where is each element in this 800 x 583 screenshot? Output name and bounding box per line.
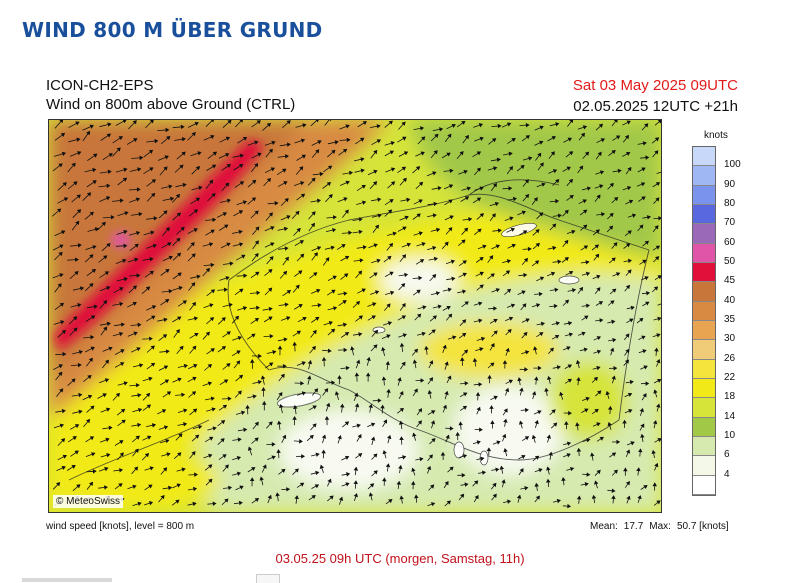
legend-label: 80: [724, 198, 735, 209]
legend-label: 35: [724, 314, 735, 325]
mean-value: 17.7: [624, 521, 643, 532]
legend-swatch: [693, 360, 715, 379]
color-legend: [692, 146, 716, 496]
legend-label: 14: [724, 411, 735, 422]
page-title: WIND 800 M ÜBER GRUND: [22, 18, 323, 42]
footer-left-label: wind speed [knots], level = 800 m: [46, 521, 194, 532]
legend-label: 90: [724, 179, 735, 190]
legend-swatch: [693, 321, 715, 340]
valid-time: Sat 03 May 2025 09UTC: [573, 77, 738, 94]
legend-label: 6: [724, 449, 730, 460]
model-name: ICON-CH2-EPS: [46, 77, 154, 94]
legend-swatch: [693, 476, 715, 495]
max-value: 50.7 [knots]: [677, 521, 729, 532]
legend-label: 70: [724, 217, 735, 228]
product-name: Wind on 800m above Ground (CTRL): [46, 96, 295, 113]
legend-label: 18: [724, 391, 735, 402]
legend-swatch: [693, 302, 715, 321]
legend-label: 30: [724, 333, 735, 344]
time-caption: 03.05.25 09h UTC (morgen, Samstag, 11h): [0, 551, 800, 566]
legend-swatch: [693, 263, 715, 282]
legend-swatch: [693, 186, 715, 205]
legend-swatch: [693, 398, 715, 417]
legend-label: 45: [724, 275, 735, 286]
legend-label: 10: [724, 430, 735, 441]
legend-label: 60: [724, 237, 735, 248]
max-label: Max:: [649, 521, 671, 532]
legend-label: 26: [724, 353, 735, 364]
legend-swatch: [693, 340, 715, 359]
legend-unit: knots: [704, 130, 728, 141]
legend-swatch: [693, 205, 715, 224]
legend-label: 22: [724, 372, 735, 383]
legend-swatch: [693, 456, 715, 475]
footer-stats: Mean: 17.7 Max: 50.7 [knots]: [590, 521, 735, 532]
wind-map-canvas: [49, 120, 661, 512]
copyright-label: © MeteoSwiss: [53, 495, 123, 508]
legend-label: 4: [724, 469, 730, 480]
legend-swatch: [693, 147, 715, 166]
wind-map[interactable]: © MeteoSwiss: [48, 119, 662, 513]
run-time: 02.05.2025 12UTC +21h: [573, 98, 738, 115]
legend-swatch: [693, 244, 715, 263]
legend-label: 100: [724, 159, 741, 170]
legend-label: 50: [724, 256, 735, 267]
time-slider-track[interactable]: [22, 578, 112, 582]
legend-swatch: [693, 224, 715, 243]
legend-swatch: [693, 418, 715, 437]
legend-swatch: [693, 282, 715, 301]
legend-swatch: [693, 166, 715, 185]
legend-label: 40: [724, 295, 735, 306]
mean-label: Mean:: [590, 521, 618, 532]
legend-swatch: [693, 437, 715, 456]
legend-swatch: [693, 379, 715, 398]
